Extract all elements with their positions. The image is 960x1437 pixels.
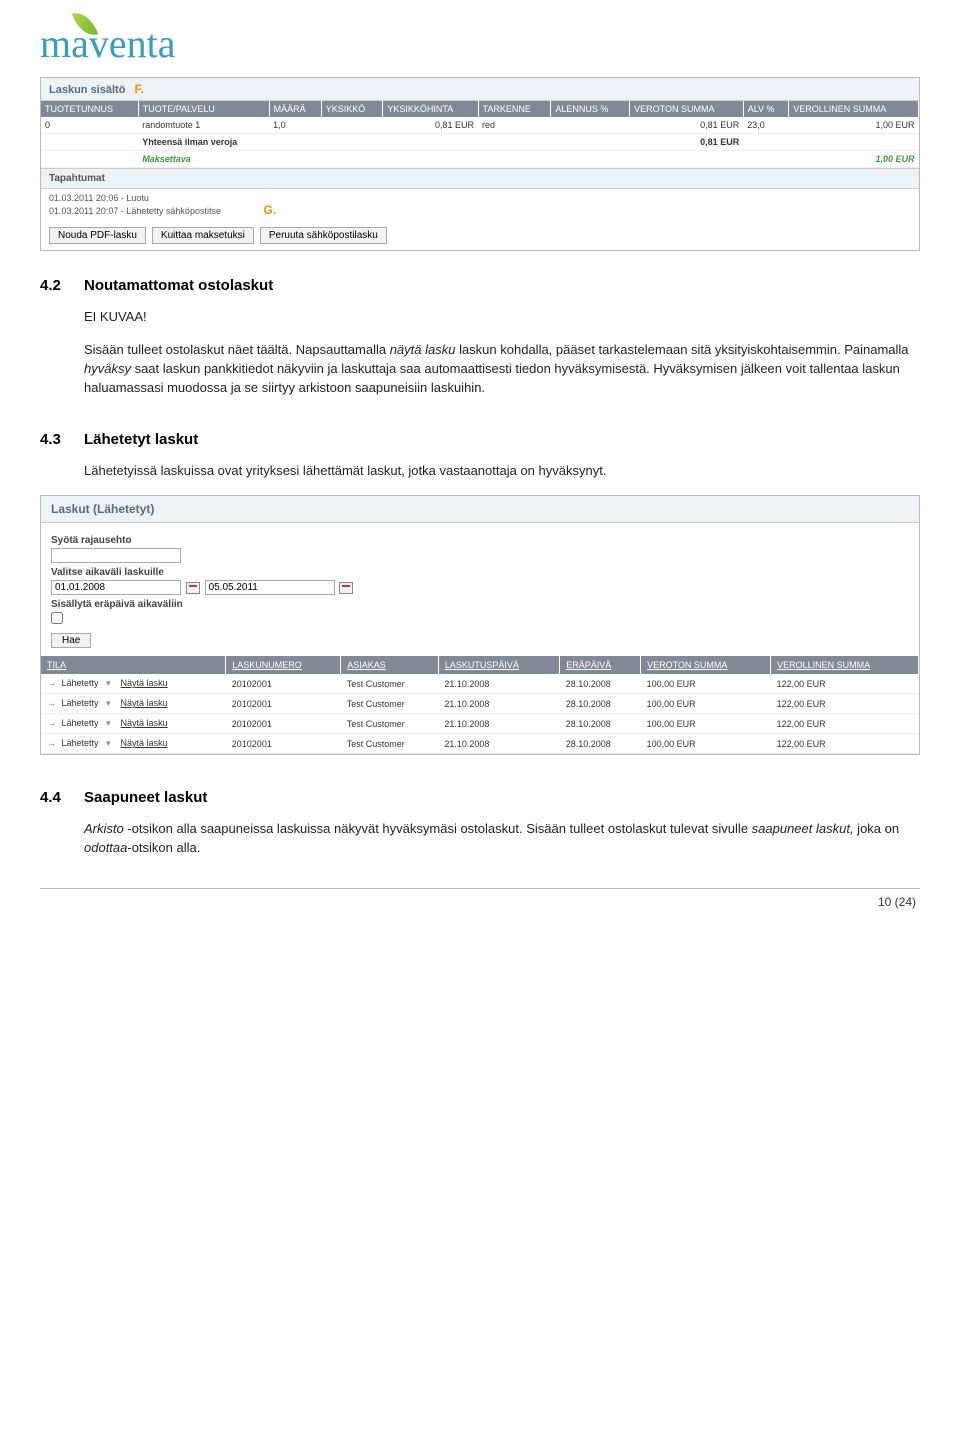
calendar-icon[interactable]	[186, 582, 200, 594]
text-ei-kuvaa: EI KUVAA!	[84, 308, 920, 327]
date-from-input[interactable]	[51, 580, 181, 595]
invoice-content-screenshot: Laskun sisältö F. TUOTETUNNUS TUOTE/PALV…	[40, 77, 920, 251]
arrow-icon: →	[47, 678, 56, 688]
footer-rule	[40, 888, 920, 889]
text-4-4-body: Arkisto -otsikon alla saapuneissa laskui…	[84, 820, 920, 858]
col-tila[interactable]: TILA	[41, 656, 226, 674]
mark-paid-button[interactable]: Kuittaa maksetuksi	[152, 227, 254, 244]
show-invoice-link[interactable]: Näytä lasku	[121, 738, 168, 748]
page-number: 10 (24)	[40, 895, 916, 909]
table-row: → Lähetetty ▾ Näytä lasku20102001Test Cu…	[41, 674, 919, 694]
col-veroton: VEROTON SUMMA	[630, 101, 744, 117]
col-tarkenne: TARKENNE	[478, 101, 551, 117]
fetch-pdf-button[interactable]: Nouda PDF-lasku	[49, 227, 146, 244]
chevron-down-icon[interactable]: ▾	[106, 698, 116, 709]
col-laskunumero[interactable]: LASKUNUMERO	[226, 656, 341, 674]
filter-input[interactable]	[51, 548, 181, 563]
col-maara: MÄÄRÄ	[269, 101, 321, 117]
sent-table: TILA LASKUNUMERO ASIAKAS LASKUTUSPÄIVÄ E…	[41, 656, 919, 754]
col-verollinen[interactable]: VEROLLINEN SUMMA	[771, 656, 919, 674]
calendar-icon[interactable]	[339, 582, 353, 594]
include-due-checkbox[interactable]	[51, 612, 63, 624]
col-erapaiva[interactable]: ERÄPÄIVÄ	[560, 656, 641, 674]
heading-4-2: 4.2 Noutamattomat ostolaskut	[40, 277, 920, 294]
payable-row: Maksettava 1,00 EUR	[41, 151, 919, 168]
table-row: → Lähetetty ▾ Näytä lasku20102001Test Cu…	[41, 694, 919, 714]
events-heading: Tapahtumat	[41, 168, 919, 189]
col-alv: ALV %	[743, 101, 789, 117]
include-due-label: Sisällytä eräpäivä aikaväliin	[51, 599, 909, 610]
date-range-label: Valitse aikaväli laskuille	[51, 567, 909, 578]
logo: maventa	[40, 20, 920, 67]
table-row: 0 randomtuote 1 1,0 0,81 EUR red 0,81 EU…	[41, 117, 919, 134]
invoice-section-label: Laskun sisältö	[49, 84, 125, 96]
logo-text: maventa	[40, 21, 176, 66]
invoice-table: TUOTETUNNUS TUOTE/PALVELU MÄÄRÄ YKSIKKÖ …	[41, 101, 919, 168]
sent-invoices-screenshot: Laskut (Lähetetyt) Syötä rajausehto Vali…	[40, 495, 920, 755]
col-palvelu: TUOTE/PALVELU	[138, 101, 269, 117]
filter-label: Syötä rajausehto	[51, 535, 909, 546]
table-row: → Lähetetty ▾ Näytä lasku20102001Test Cu…	[41, 714, 919, 734]
col-alennus: ALENNUS %	[551, 101, 630, 117]
cancel-email-button[interactable]: Peruuta sähköpostilasku	[260, 227, 387, 244]
heading-4-3: 4.3 Lähetetyt laskut	[40, 431, 920, 448]
marker-g: G.	[263, 203, 276, 217]
event-1: 01.03.2011 20:06 - Luotu	[49, 193, 911, 203]
text-4-2-body: Sisään tulleet ostolaskut näet täältä. N…	[84, 341, 920, 398]
sent-title: Laskut (Lähetetyt)	[41, 496, 919, 523]
heading-4-4: 4.4 Saapuneet laskut	[40, 789, 920, 806]
table-row: → Lähetetty ▾ Näytä lasku20102001Test Cu…	[41, 734, 919, 754]
col-laskutuspvm[interactable]: LASKUTUSPÄIVÄ	[438, 656, 559, 674]
show-invoice-link[interactable]: Näytä lasku	[121, 678, 168, 688]
chevron-down-icon[interactable]: ▾	[106, 738, 116, 749]
show-invoice-link[interactable]: Näytä lasku	[121, 718, 168, 728]
col-yksikkoh: YKSIKKÖHINTA	[383, 101, 478, 117]
marker-f: F.	[134, 82, 143, 96]
arrow-icon: →	[47, 738, 56, 748]
search-button[interactable]: Hae	[51, 633, 91, 648]
col-verollinen: VEROLLINEN SUMMA	[789, 101, 919, 117]
chevron-down-icon[interactable]: ▾	[106, 678, 116, 689]
total-without-tax-row: Yhteensä ilman veroja 0,81 EUR	[41, 134, 919, 151]
arrow-icon: →	[47, 698, 56, 708]
show-invoice-link[interactable]: Näytä lasku	[121, 698, 168, 708]
event-2: 01.03.2011 20:07 - Lähetetty sähköpostit…	[49, 206, 221, 216]
date-to-input[interactable]	[205, 580, 335, 595]
col-veroton[interactable]: VEROTON SUMMA	[641, 656, 771, 674]
col-tuotetunnus: TUOTETUNNUS	[41, 101, 138, 117]
col-asiakas[interactable]: ASIAKAS	[341, 656, 439, 674]
col-yksikko: YKSIKKÖ	[321, 101, 383, 117]
text-4-3-body: Lähetetyissä laskuissa ovat yrityksesi l…	[84, 462, 920, 481]
arrow-icon: →	[47, 718, 56, 728]
chevron-down-icon[interactable]: ▾	[106, 718, 116, 729]
